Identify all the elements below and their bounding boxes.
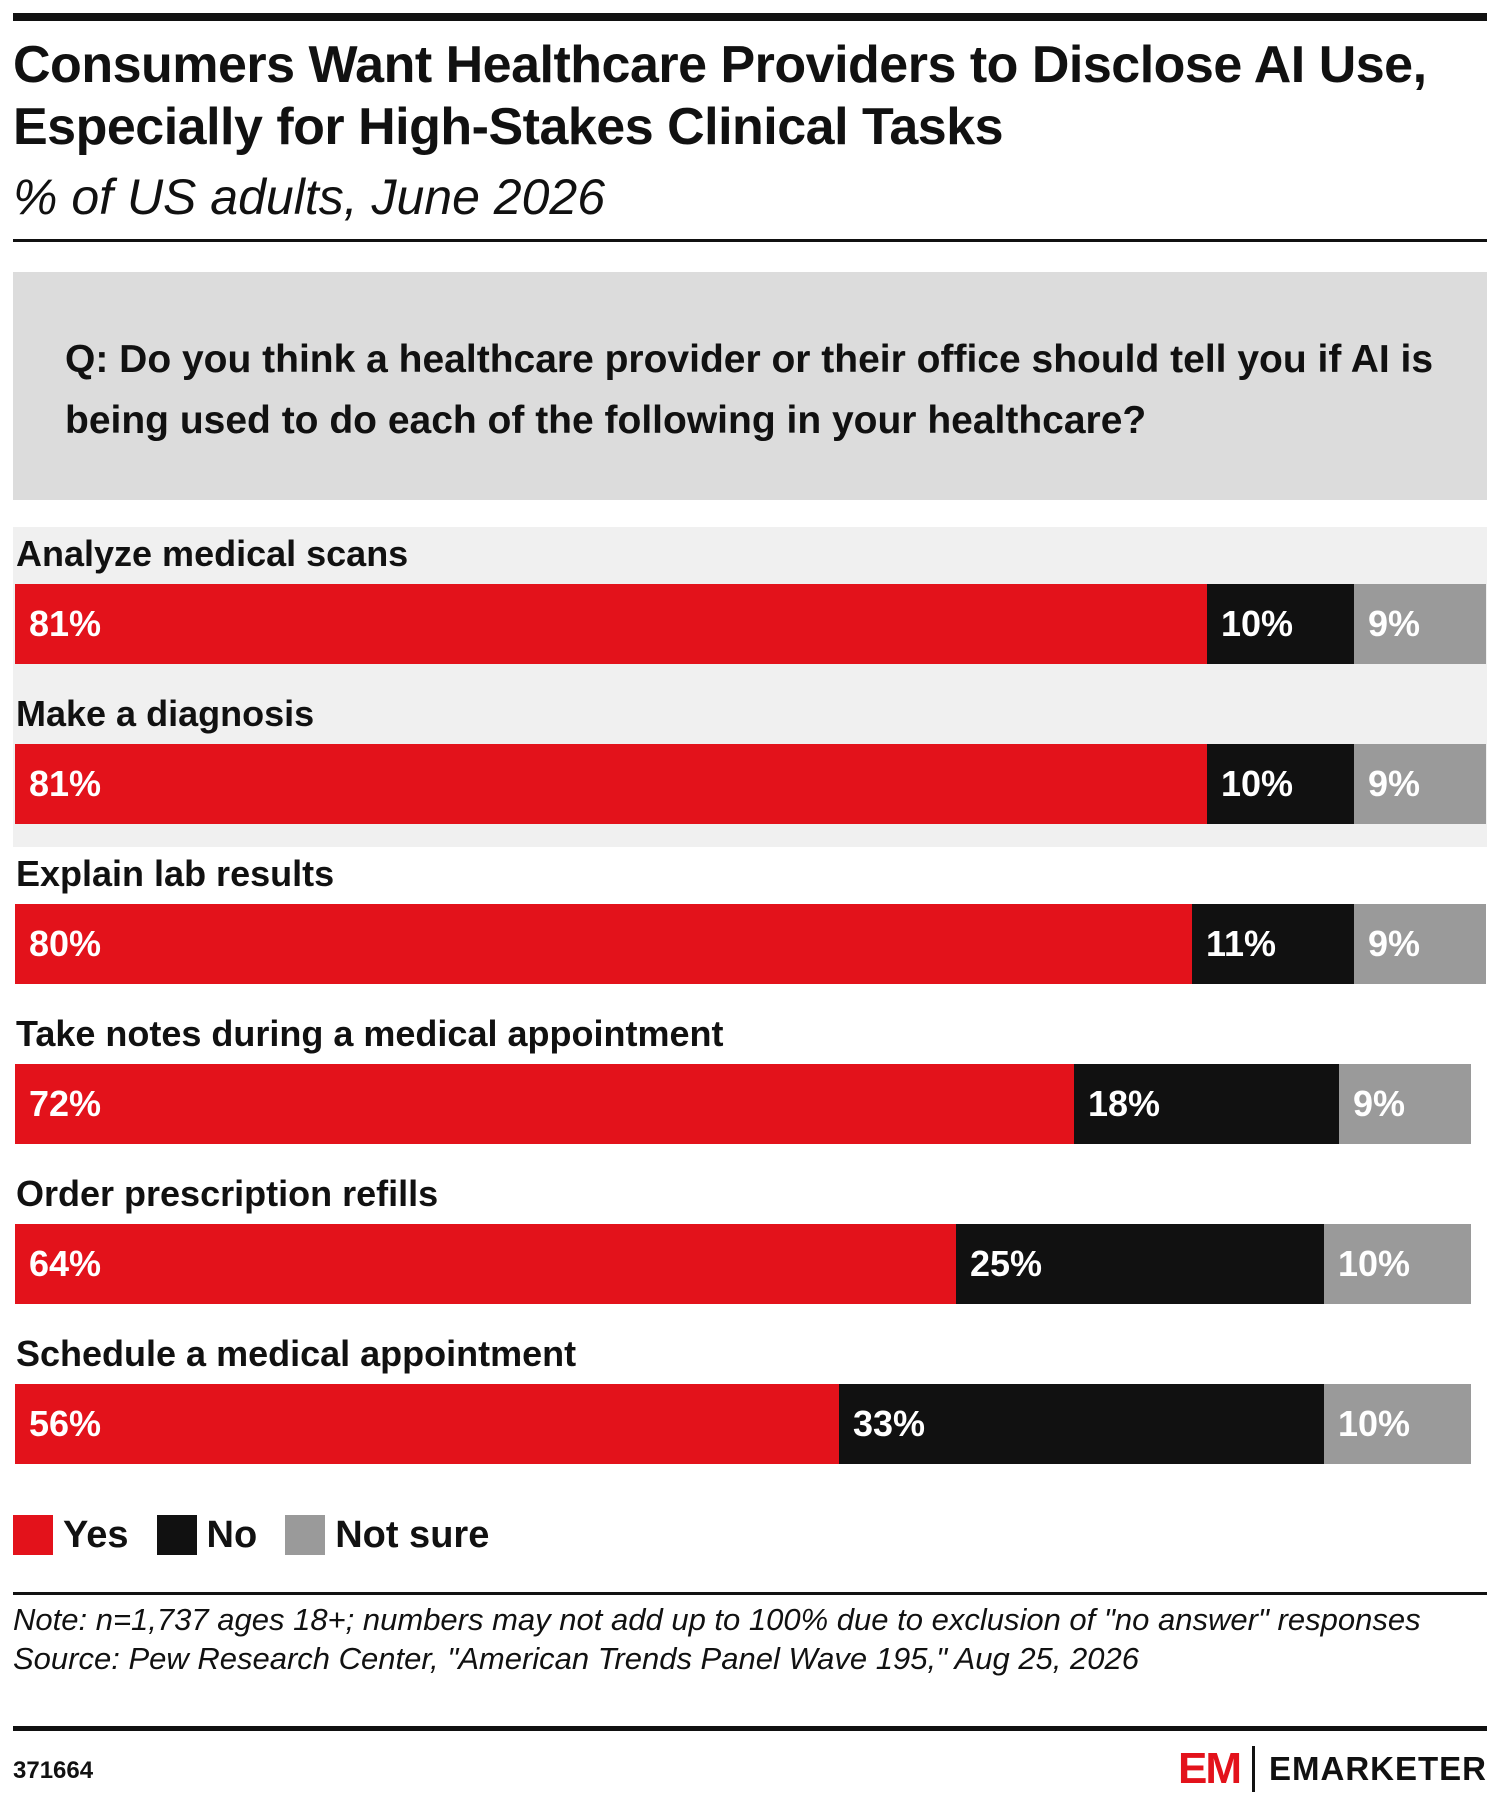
data-label-not-sure: 9% xyxy=(1368,923,1421,964)
chart-title: Consumers Want Healthcare Providers to D… xyxy=(13,36,1427,156)
bar-segment-not-sure xyxy=(1354,584,1486,664)
data-label-yes: 56% xyxy=(29,1403,102,1444)
data-label-yes: 81% xyxy=(29,763,102,804)
bar-segment-not-sure xyxy=(1324,1224,1471,1304)
data-label-yes: 81% xyxy=(29,603,102,644)
category-label: Make a diagnosis xyxy=(16,693,315,734)
legend-label-yes: Yes xyxy=(63,1514,129,1556)
data-label-not-sure: 9% xyxy=(1368,763,1421,804)
legend-label-not-sure: Not sure xyxy=(335,1514,490,1556)
bar-segment-no xyxy=(956,1224,1324,1304)
legend-swatch-yes xyxy=(13,1515,53,1555)
chart-id: 371664 xyxy=(13,1757,94,1784)
legend-item-yes: Yes xyxy=(13,1512,129,1558)
source-text: Source: Pew Research Center, "American T… xyxy=(13,1641,1139,1676)
legend-swatch-no xyxy=(156,1515,197,1555)
category-label: Schedule a medical appointment xyxy=(16,1333,577,1374)
bar-segment-no xyxy=(1207,584,1354,664)
bar-segment-not-sure xyxy=(1354,744,1486,824)
bar-segment-no xyxy=(1192,904,1354,984)
header-rule xyxy=(13,239,1487,242)
legend-label-no: No xyxy=(206,1514,258,1556)
bar-segment-yes xyxy=(15,904,1192,984)
bar-segment-not-sure xyxy=(1339,1064,1471,1144)
data-label-no: 25% xyxy=(970,1243,1043,1284)
data-label-yes: 80% xyxy=(29,923,102,964)
bar-segment-no xyxy=(1074,1064,1339,1144)
data-label-no: 10% xyxy=(1221,763,1294,804)
bottom-rule xyxy=(13,1726,1487,1731)
bar-segment-not-sure xyxy=(1354,904,1486,984)
category-label: Explain lab results xyxy=(16,853,335,894)
footnotes: Note: n=1,737 ages 18+; numbers may not … xyxy=(13,1600,1487,1678)
bar-segment-yes xyxy=(15,1064,1074,1144)
bar-segment-no xyxy=(1207,744,1354,824)
note-rule xyxy=(13,1592,1487,1595)
data-label-not-sure: 10% xyxy=(1338,1243,1411,1284)
data-label-not-sure: 9% xyxy=(1368,603,1421,644)
bar-segment-not-sure xyxy=(1324,1384,1471,1464)
bar-segment-yes xyxy=(15,744,1207,824)
bar-segment-yes xyxy=(15,1384,839,1464)
data-label-not-sure: 9% xyxy=(1353,1083,1406,1124)
bar-segment-yes xyxy=(15,1224,956,1304)
chart-subtitle: % of US adults, June 2026 xyxy=(13,169,606,225)
bar-segment-yes xyxy=(15,584,1207,664)
bar-segment-no xyxy=(839,1384,1324,1464)
data-label-no: 18% xyxy=(1088,1083,1161,1124)
category-label: Analyze medical scans xyxy=(16,533,409,574)
top-rule xyxy=(13,13,1487,21)
brand-divider xyxy=(1251,1746,1255,1792)
category-label: Take notes during a medical appointment xyxy=(16,1013,724,1054)
legend-swatch-not-sure xyxy=(285,1515,326,1555)
data-label-yes: 72% xyxy=(29,1083,102,1124)
brand-mark: EM xyxy=(1177,1744,1242,1793)
emarketer-logo: EM EMARKETER xyxy=(1178,1744,1487,1794)
note-text: Note: n=1,737 ages 18+; numbers may not … xyxy=(13,1602,1421,1637)
survey-question: Q: Do you think a healthcare provider or… xyxy=(65,338,1434,442)
data-label-not-sure: 10% xyxy=(1338,1403,1411,1444)
data-label-no: 11% xyxy=(1206,923,1277,964)
category-label: Order prescription refills xyxy=(16,1173,439,1214)
question-box: Q: Do you think a healthcare provider or… xyxy=(13,272,1487,500)
data-label-no: 10% xyxy=(1221,603,1294,644)
legend-item-not-sure: Not sure xyxy=(285,1512,489,1558)
data-label-yes: 64% xyxy=(29,1243,102,1284)
legend-item-no: No xyxy=(156,1512,258,1558)
data-label-no: 33% xyxy=(853,1403,926,1444)
brand-name: EMARKETER xyxy=(1268,1750,1487,1787)
legend: Yes No Not sure xyxy=(13,1510,517,1560)
